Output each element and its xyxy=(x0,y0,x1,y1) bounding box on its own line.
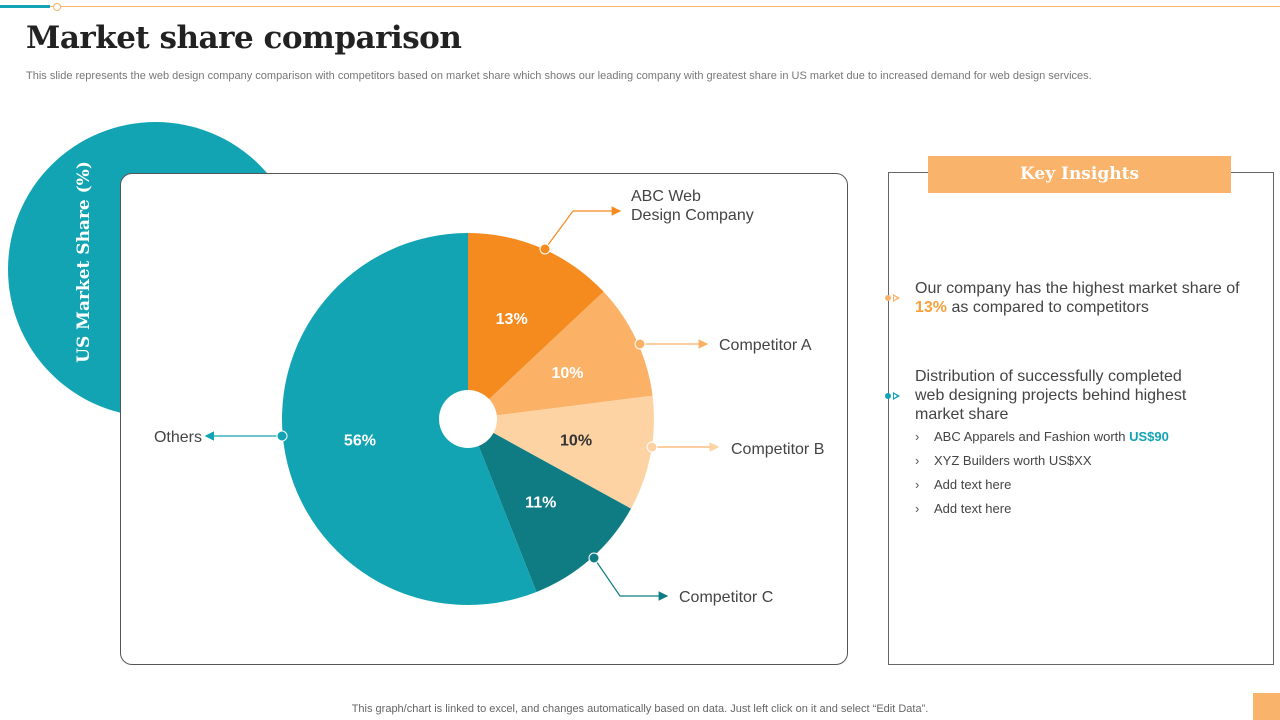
callout-line xyxy=(593,557,669,601)
callout-label: ABC Web xyxy=(631,188,701,205)
pie-slice-competitor-c[interactable] xyxy=(468,419,631,592)
pie-center-hole xyxy=(439,390,497,448)
page-subtitle: This slide represents the web design com… xyxy=(26,70,1092,82)
callout-label: Competitor B xyxy=(731,441,824,458)
callout-label: Others xyxy=(154,429,202,446)
pie-data-label: 56% xyxy=(344,433,376,450)
top-accent-bar xyxy=(0,5,50,8)
pie-data-label: 10% xyxy=(552,365,584,382)
chevron-right-icon: › xyxy=(915,429,920,444)
callout-line xyxy=(544,206,622,250)
sublist-item-text: Add text here xyxy=(934,501,1012,516)
sublist-item-highlight: US$90 xyxy=(1129,429,1169,444)
pie-data-label: 10% xyxy=(560,433,592,450)
insight-2-bullet-icon xyxy=(885,391,900,401)
pie-data-label: 11% xyxy=(525,495,556,512)
chevron-right-icon: › xyxy=(915,477,920,492)
pie-slice-competitor-a[interactable] xyxy=(468,291,653,419)
insight-2-sublist: › ABC Apparels and Fashion worth US$90 › X… xyxy=(915,427,1169,523)
pie-slice-others[interactable] xyxy=(282,233,537,605)
insight-1-highlight: 13% xyxy=(915,299,948,316)
callout-anchor-dot xyxy=(634,338,646,350)
insight-1-text: Our company has the highest market share… xyxy=(915,279,1245,317)
insight-1-after: as compared to competitors xyxy=(947,299,1149,316)
chevron-right-icon: › xyxy=(915,501,920,516)
callout-anchor-dot xyxy=(539,243,551,255)
sublist-item-text: Add text here xyxy=(934,477,1012,492)
top-divider-dot xyxy=(53,3,61,11)
callout-label: Competitor C xyxy=(679,589,773,606)
corner-accent xyxy=(1253,693,1280,720)
footer-note: This graph/chart is linked to excel, and… xyxy=(351,703,929,715)
sublist-item-text: XYZ Builders worth US$XX xyxy=(934,453,1092,468)
pie-slice-abc-web-design-company[interactable] xyxy=(468,233,604,419)
sublist-item: › Add text here xyxy=(915,499,1169,523)
pie-slice-competitor-b[interactable] xyxy=(468,395,654,509)
callout-anchor-dot xyxy=(276,430,288,442)
callout-anchor-dot xyxy=(646,441,658,453)
sublist-item-text: ABC Apparels and Fashion worth xyxy=(934,429,1130,444)
sublist-item: › ABC Apparels and Fashion worth US$90 xyxy=(915,427,1169,451)
callout-anchor-dot xyxy=(588,552,600,564)
chevron-right-icon: › xyxy=(915,453,920,468)
pie-data-label: 13% xyxy=(496,311,528,328)
insight-1-before: Our company has the highest market share… xyxy=(915,280,1240,297)
callout-label: Design Company xyxy=(631,207,754,224)
key-insights-header: Key Insights xyxy=(928,156,1231,193)
insight-1-bullet-icon xyxy=(885,293,900,303)
sublist-item: › XYZ Builders worth US$XX xyxy=(915,451,1169,475)
insight-2-text: Distribution of successfully completed w… xyxy=(915,368,1187,423)
top-divider-line xyxy=(0,6,1280,7)
page-title: Market share comparison xyxy=(26,20,462,56)
key-insights-panel xyxy=(888,172,1274,665)
sublist-item: › Add text here xyxy=(915,475,1169,499)
callout-label: Competitor A xyxy=(719,337,812,354)
